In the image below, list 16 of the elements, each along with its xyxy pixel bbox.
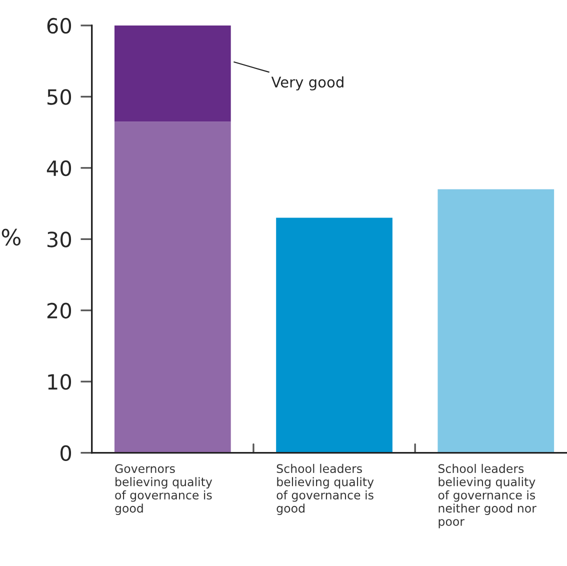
y-tick-label: 30 (47, 232, 72, 248)
bar (438, 189, 554, 453)
y-tick-label: 20 (47, 302, 72, 319)
y-axis-title: % (2, 228, 21, 246)
x-tick-label: School leaders believing quality of governance is good (276, 464, 374, 515)
bar (276, 218, 392, 453)
x-tick-label: Governors believing quality of governance is good (115, 464, 212, 515)
bar (114, 122, 231, 453)
x-tick-label: School leaders believing quality of governance is neither good nor poor (438, 464, 536, 528)
y-tick-label: 50 (48, 89, 72, 105)
y-tick-label: 10 (48, 374, 72, 390)
text: Very good (271, 76, 344, 90)
y-tick-label: 0 (60, 445, 72, 462)
y-tick-label: 60 (47, 18, 72, 34)
y-tick-label: 40 (46, 160, 72, 176)
bar (114, 25, 231, 122)
